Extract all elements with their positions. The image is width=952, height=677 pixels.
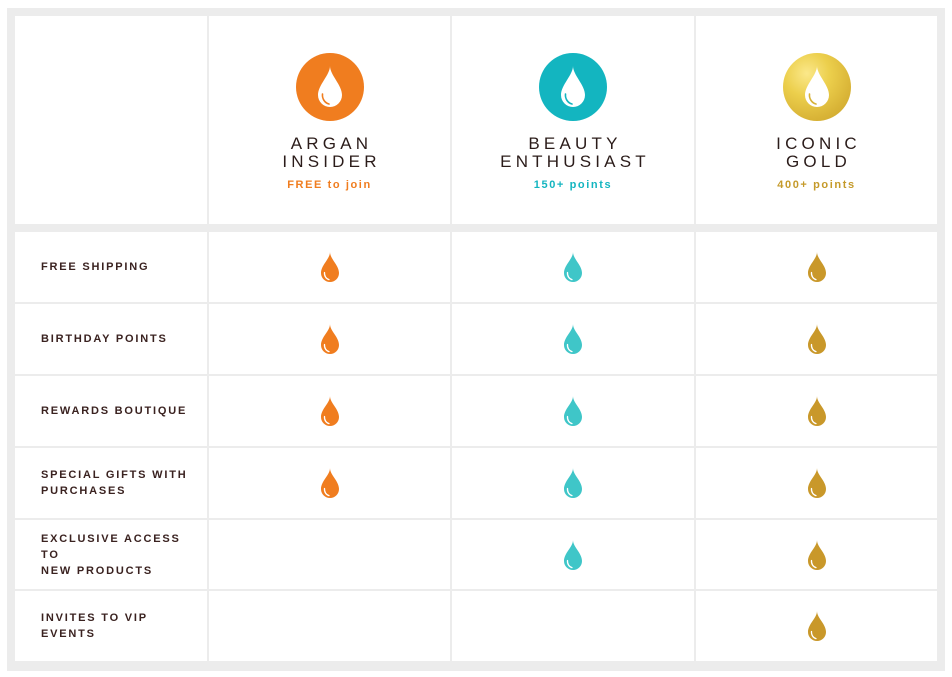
benefit-cell-iconic-gold bbox=[696, 520, 937, 589]
water-drop-icon bbox=[320, 252, 339, 282]
benefit-label: REWARDS BOUTIQUE bbox=[15, 376, 207, 446]
benefit-cell-beauty-enthusiast bbox=[452, 448, 694, 518]
tier-header-iconic-gold: ICONIC GOLD 400+ points bbox=[696, 16, 937, 224]
water-drop-icon bbox=[807, 252, 826, 282]
rewards-tier-table: ARGAN INSIDER FREE to join BEAUTY ENTHUS… bbox=[7, 8, 945, 671]
water-drop-icon bbox=[807, 396, 826, 426]
water-drop-icon bbox=[320, 468, 339, 498]
benefit-label-line1: EXCLUSIVE ACCESS TO bbox=[41, 532, 181, 561]
header-empty-cell bbox=[15, 16, 207, 224]
benefit-label-line1: FREE SHIPPING bbox=[41, 261, 150, 273]
benefit-label-line2: PURCHASES bbox=[41, 485, 127, 497]
benefit-cell-beauty-enthusiast bbox=[452, 591, 694, 661]
tier-name-line2: GOLD bbox=[786, 152, 851, 171]
iconic-gold-badge bbox=[782, 53, 851, 121]
benefit-cell-iconic-gold bbox=[696, 448, 937, 518]
benefit-cell-iconic-gold bbox=[696, 232, 937, 302]
benefit-cell-argan-insider bbox=[209, 591, 450, 661]
benefit-label-line1: BIRTHDAY POINTS bbox=[41, 333, 168, 345]
tier-name-line2: ENTHUSIAST bbox=[500, 152, 650, 171]
tier-name-line1: ICONIC bbox=[776, 134, 861, 153]
tier-header-beauty-enthusiast: BEAUTY ENTHUSIAST 150+ points bbox=[452, 16, 694, 224]
water-drop-icon bbox=[561, 66, 585, 107]
tier-name: ICONIC GOLD bbox=[772, 135, 861, 171]
tier-name-line2: INSIDER bbox=[282, 152, 381, 171]
water-drop-icon bbox=[317, 66, 342, 107]
benefit-label-line1: REWARDS BOUTIQUE bbox=[41, 405, 188, 417]
benefit-cell-beauty-enthusiast bbox=[452, 304, 694, 374]
water-drop-icon bbox=[564, 324, 582, 354]
benefit-label: FREE SHIPPING bbox=[15, 232, 207, 302]
tier-requirement: 150+ points bbox=[533, 179, 613, 191]
benefit-label-line1: SPECIAL GIFTS WITH bbox=[41, 469, 188, 481]
benefit-label: SPECIAL GIFTS WITH PURCHASES bbox=[15, 448, 207, 518]
benefit-cell-beauty-enthusiast bbox=[452, 520, 694, 589]
benefit-cell-argan-insider bbox=[209, 376, 450, 446]
benefit-label: INVITES TO VIP EVENTS bbox=[15, 591, 207, 661]
benefit-cell-argan-insider bbox=[209, 232, 450, 302]
argan-insider-badge bbox=[295, 53, 364, 121]
benefit-cell-argan-insider bbox=[209, 304, 450, 374]
tier-name: ARGAN INSIDER bbox=[278, 135, 380, 171]
water-drop-icon bbox=[807, 611, 826, 641]
benefit-label: EXCLUSIVE ACCESS TO NEW PRODUCTS bbox=[15, 520, 207, 589]
benefit-label-line2: EVENTS bbox=[41, 628, 96, 640]
benefit-cell-argan-insider bbox=[209, 448, 450, 518]
benefit-cell-beauty-enthusiast bbox=[452, 232, 694, 302]
benefit-label-line1: INVITES TO VIP bbox=[41, 612, 148, 624]
benefit-cell-argan-insider bbox=[209, 520, 450, 589]
benefit-cell-iconic-gold bbox=[696, 376, 937, 446]
tier-requirement: 400+ points bbox=[777, 179, 856, 191]
water-drop-icon bbox=[564, 539, 582, 570]
tier-requirement: FREE to join bbox=[287, 179, 372, 191]
tier-header-argan-insider: ARGAN INSIDER FREE to join bbox=[209, 16, 450, 224]
water-drop-icon bbox=[564, 396, 582, 426]
tier-name-line1: ARGAN bbox=[290, 134, 373, 153]
water-drop-icon bbox=[807, 468, 826, 498]
benefit-cell-beauty-enthusiast bbox=[452, 376, 694, 446]
benefit-cell-iconic-gold bbox=[696, 304, 937, 374]
benefit-label-line2: NEW PRODUCTS bbox=[41, 564, 154, 577]
water-drop-icon bbox=[320, 324, 339, 354]
tier-name: BEAUTY ENTHUSIAST bbox=[496, 135, 650, 171]
water-drop-icon bbox=[804, 66, 829, 107]
water-drop-icon bbox=[564, 468, 582, 498]
water-drop-icon bbox=[320, 396, 339, 426]
water-drop-icon bbox=[564, 252, 582, 282]
beauty-enthusiast-badge bbox=[539, 53, 607, 121]
water-drop-icon bbox=[807, 324, 826, 354]
benefit-cell-iconic-gold bbox=[696, 591, 937, 661]
tier-name-line1: BEAUTY bbox=[528, 134, 622, 153]
benefit-label: BIRTHDAY POINTS bbox=[15, 304, 207, 374]
water-drop-icon bbox=[807, 539, 826, 570]
